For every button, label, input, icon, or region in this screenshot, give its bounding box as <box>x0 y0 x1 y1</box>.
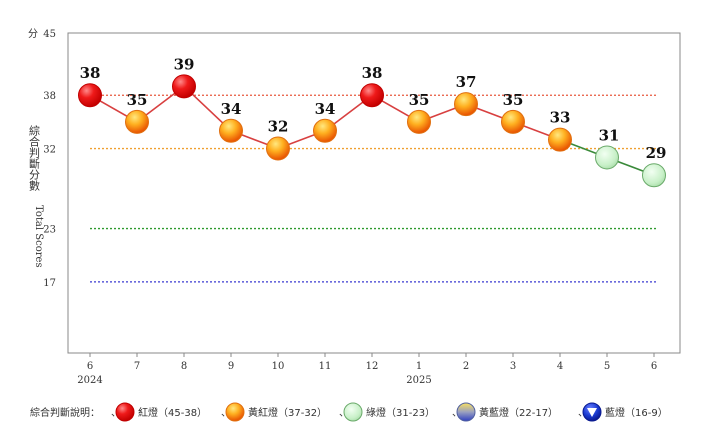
x-tick-label: 2 <box>463 361 469 372</box>
x-tick-label: 7 <box>134 361 140 372</box>
y-tick-label: 23 <box>43 225 56 236</box>
data-point-green <box>642 163 666 188</box>
x-tick-label: 11 <box>319 361 332 372</box>
data-value-label: 35 <box>409 91 430 109</box>
y-tick-label: 45 <box>43 29 56 40</box>
data-value-label: 29 <box>646 144 667 162</box>
data-point-red <box>172 74 196 99</box>
data-point-yellow-red <box>313 118 337 143</box>
legend-label-red: 紅燈（45-38） <box>138 407 207 419</box>
data-value-label: 32 <box>268 118 289 136</box>
y-axis-label-en: Total Scores <box>33 205 44 268</box>
data-point-red <box>78 83 102 108</box>
data-value-label: 34 <box>221 100 242 118</box>
data-point-yellow-red <box>219 118 243 143</box>
data-point-green <box>595 145 619 170</box>
legend-swatch-yellow-red <box>225 402 245 422</box>
legend: 綜合判斷說明： 、紅燈（45-38）、黃紅燈（37-32）、綠燈（31-23）、… <box>30 402 668 422</box>
x-year-label: 2025 <box>406 375 431 386</box>
data-point-yellow-red <box>407 109 431 134</box>
x-tick-label: 1 <box>416 361 422 372</box>
x-tick-label: 9 <box>228 361 234 372</box>
x-tick-label: 3 <box>510 361 516 372</box>
x-tick-label: 12 <box>366 361 379 372</box>
legend-label-green: 綠燈（31-23） <box>366 407 435 419</box>
legend-title: 綜合判斷說明： <box>30 406 100 419</box>
data-point-yellow-red <box>125 109 149 134</box>
data-value-label: 35 <box>127 91 148 109</box>
y-tick-label: 38 <box>43 91 56 102</box>
data-value-label: 31 <box>599 126 620 144</box>
x-tick-label: 6 <box>651 361 657 372</box>
legend-swatch-arrow-icon <box>587 408 597 417</box>
y-tick-label: 32 <box>43 145 56 156</box>
x-tick-label: 8 <box>181 361 187 372</box>
legend-swatch-green <box>343 402 363 422</box>
y-axis-label-cn: 綜合判斷分數 <box>28 124 41 192</box>
x-tick-label: 4 <box>557 361 563 372</box>
data-point-yellow-red <box>266 136 290 161</box>
data-point-yellow-red <box>501 109 525 134</box>
data-value-label: 34 <box>315 100 336 118</box>
data-point-yellow-red <box>548 127 572 152</box>
data-point-red <box>360 83 384 108</box>
legend-label-yellow-blue: 黃藍燈（22-17） <box>479 406 558 419</box>
x-tick-label: 5 <box>604 361 610 372</box>
data-value-label: 38 <box>80 64 101 82</box>
data-value-label: 33 <box>550 109 571 127</box>
y-tick-label: 17 <box>43 278 56 289</box>
x-year-label: 2024 <box>77 375 102 386</box>
legend-label-blue: 藍燈（16-9） <box>605 406 668 419</box>
data-point-yellow-red <box>454 92 478 117</box>
y-unit-label: 分 <box>28 28 38 40</box>
data-value-label: 35 <box>503 91 524 109</box>
legend-label-yellow-red: 黃紅燈（37-32） <box>248 406 327 419</box>
legend-swatch-red <box>115 402 135 422</box>
data-value-label: 39 <box>174 55 195 73</box>
legend-swatch-yellow-blue <box>456 402 476 422</box>
data-value-label: 37 <box>456 73 477 91</box>
x-tick-label: 6 <box>87 361 93 372</box>
x-tick-label: 10 <box>272 361 285 372</box>
data-value-label: 38 <box>362 64 383 82</box>
